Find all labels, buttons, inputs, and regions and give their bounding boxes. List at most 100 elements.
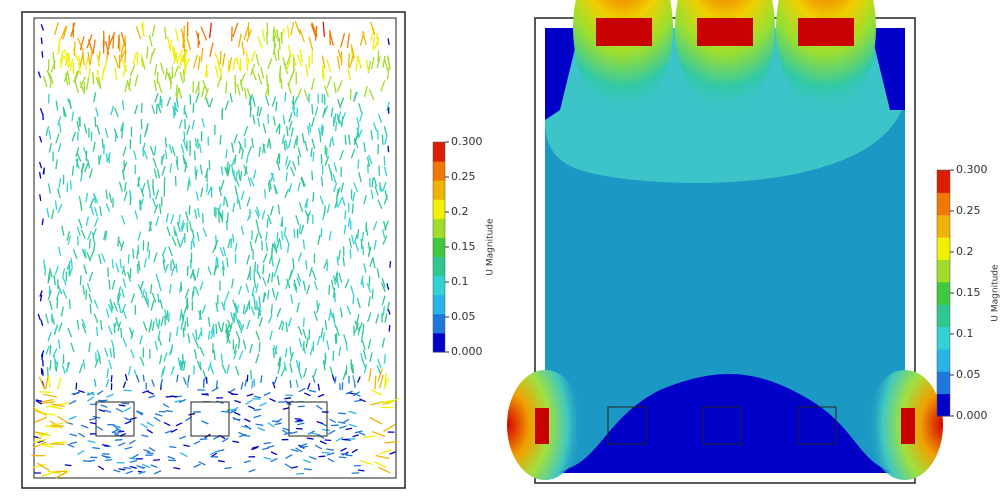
arrow [248,95,252,106]
arrow [154,63,158,76]
arrow [120,43,125,58]
arrow [356,126,360,137]
arrow [139,335,143,345]
arrow [148,395,156,399]
arrow [140,119,143,130]
colorbar-title: U Magnitude [991,264,1000,322]
arrow [281,429,289,435]
colorbar-band [937,348,950,372]
arrow [209,97,214,108]
colorbar-tick-label: 0.000 [451,345,483,358]
arrow [270,172,274,183]
arrow [242,304,246,315]
arrow [290,431,298,435]
arrow [114,439,123,441]
arrow [149,189,152,199]
arrow [62,268,66,278]
arrow [280,216,284,227]
arrow [232,299,237,310]
arrow [54,324,58,334]
arrow [271,243,274,254]
colorbar-tick-label: 0.1 [451,275,469,288]
arrow [331,136,335,146]
arrow [128,365,132,376]
arrow [89,50,93,65]
arrow [286,53,292,66]
arrow [246,254,250,265]
arrow [118,468,126,471]
arrow [67,443,75,448]
arrow [353,92,357,102]
arrow [77,37,84,52]
arrow [245,50,250,64]
colorbar-band [433,256,445,277]
arrow [150,464,158,468]
arrow [186,125,191,135]
arrow [350,363,354,374]
arrow [350,148,356,159]
arrow [346,305,352,315]
arrow [162,259,166,271]
arrow [200,26,208,41]
arrow [377,144,380,155]
arrow [45,313,49,324]
arrow [253,408,262,412]
arrow [326,448,334,451]
arrow [280,367,286,377]
arrow [320,123,323,134]
arrow [39,399,54,403]
arrow [230,238,233,249]
arrow [228,57,233,71]
arrow [360,238,363,250]
colorbar-tick-label: 0.05 [956,368,981,381]
arrow [168,246,173,257]
arrow [44,425,58,429]
arrow [261,447,270,450]
arrow [180,361,183,372]
arrow [171,47,176,61]
arrow [357,129,363,139]
arrow [287,317,292,327]
arrow [201,420,209,425]
arrow [90,205,95,216]
arrow [266,74,269,87]
arrow [192,333,197,343]
arrow [86,34,93,49]
arrow [60,26,67,40]
arrow [183,130,186,141]
arrow [351,234,355,245]
arrow [195,92,200,103]
arrow [67,72,71,85]
arrow [252,292,256,303]
arrow [381,277,386,288]
arrow [122,59,128,73]
arrow [154,93,159,103]
arrow [81,229,86,239]
arrow [339,425,347,429]
arrow [226,364,230,374]
arrow [288,270,293,281]
arrow [278,320,283,330]
arrow [382,228,386,239]
arrow [56,290,60,301]
arrow [220,353,224,364]
arrow [57,284,63,294]
arrow [187,180,190,191]
arrow [255,330,260,341]
arrow [47,331,52,342]
arrow [379,449,393,455]
arrow [375,454,390,459]
arrow [227,238,231,249]
arrow [366,283,371,293]
arrow [179,311,182,322]
arrow [83,123,88,134]
arrow [78,432,86,438]
arrow [85,216,89,227]
arrow [242,339,247,350]
arrow [272,244,278,254]
arrow [121,124,124,135]
arrow [336,256,339,266]
colorbar-tick-label: 0.05 [451,310,476,323]
arrow [192,102,195,113]
arrow [344,209,347,220]
